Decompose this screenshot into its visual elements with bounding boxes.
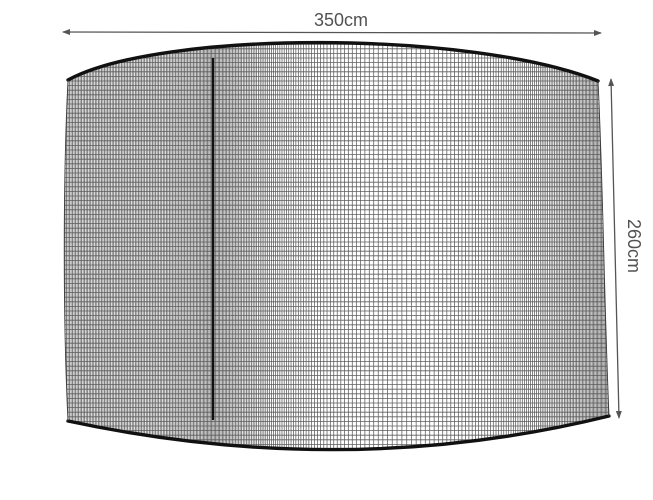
- svg-text:350cm: 350cm: [314, 10, 368, 30]
- svg-text:260cm: 260cm: [624, 219, 644, 273]
